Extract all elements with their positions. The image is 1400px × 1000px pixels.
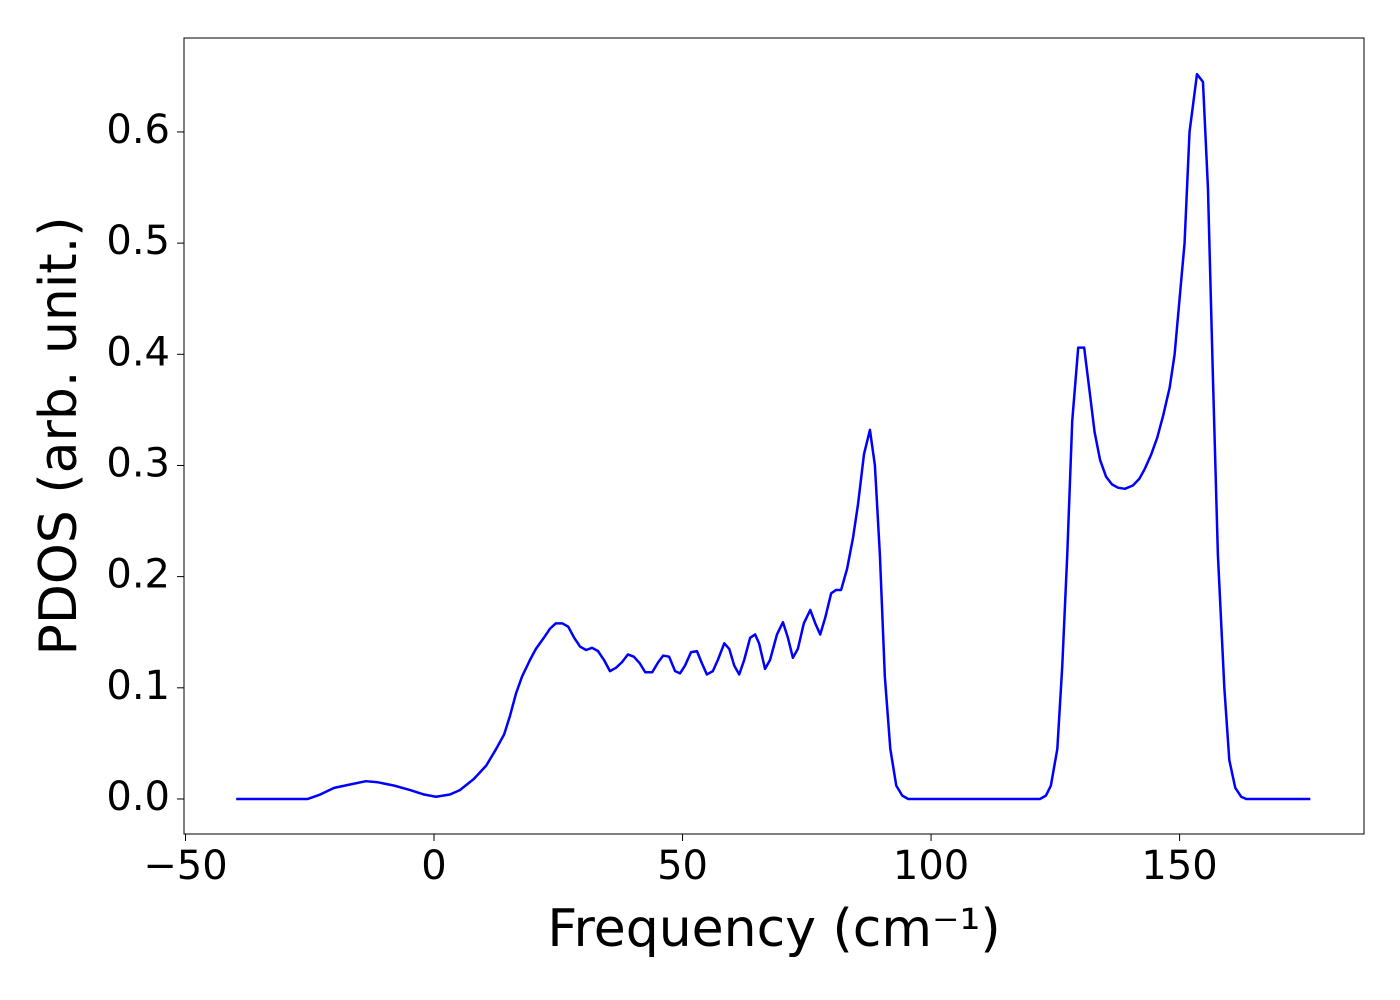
x-tick-label: −50 <box>143 843 227 889</box>
y-tick-label: 0.1 <box>106 663 170 709</box>
y-axis-label: PDOS (arb. unit.) <box>29 216 89 655</box>
x-tick-label: 150 <box>1141 843 1217 889</box>
plot-frame <box>183 37 1365 835</box>
x-tick-label: 50 <box>657 843 708 889</box>
y-tick-label: 0.0 <box>106 774 170 820</box>
y-tick-label: 0.2 <box>106 552 170 598</box>
y-tick-label: 0.5 <box>106 218 170 264</box>
y-tick-label: 0.4 <box>106 329 170 375</box>
x-tick-label: 0 <box>421 843 446 889</box>
y-tick-label: 0.6 <box>106 107 170 153</box>
line-series <box>236 72 1311 801</box>
x-tick-label: 100 <box>893 843 969 889</box>
x-axis-label: Frequency (cm⁻¹) <box>547 899 1000 959</box>
y-tick-label: 0.3 <box>106 440 170 486</box>
